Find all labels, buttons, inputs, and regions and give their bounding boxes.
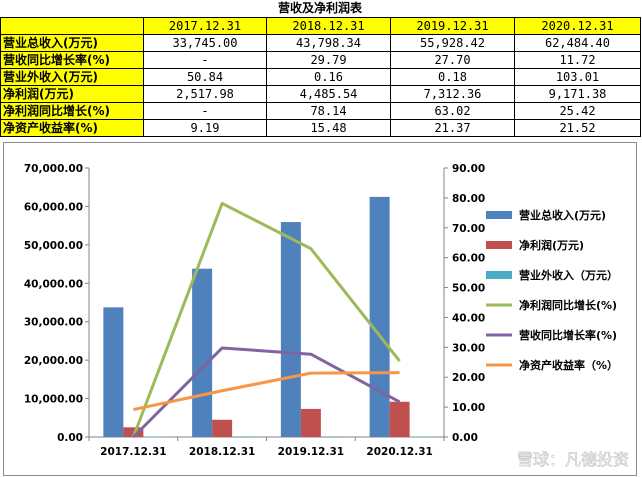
bar-1 <box>300 408 321 437</box>
row-label: 净利润(万元) <box>0 85 144 103</box>
left-axis-tick-label: 40,000.00 <box>24 278 83 290</box>
legend-label: 净利润(万元) <box>519 238 584 252</box>
right-axis-tick-label: 0.00 <box>452 432 478 444</box>
legend-label: 营业外收入（万元） <box>519 268 618 282</box>
table-cell: 62,484.40 <box>514 34 641 52</box>
bar-1 <box>123 427 144 437</box>
left-axis-tick-label: 10,000.00 <box>24 394 83 406</box>
column-header: 2020.12.31 <box>514 17 641 35</box>
left-axis-tick-label: 60,000.00 <box>24 201 83 213</box>
left-axis-tick-label: 0.00 <box>57 432 83 444</box>
legend-label: 营业总收入(万元) <box>519 208 606 222</box>
left-axis-tick-label: 20,000.00 <box>24 355 83 367</box>
line-series-0 <box>131 201 401 438</box>
table-cell: 50.84 <box>143 68 267 86</box>
table-header-row: 2017.12.31 2018.12.31 2019.12.31 2020.12… <box>0 17 641 35</box>
table-row: 营收同比增长率(%) - 29.79 27.70 11.72 <box>0 51 641 69</box>
right-axis-tick-label: 20.00 <box>452 372 485 384</box>
right-axis-tick-label: 10.00 <box>452 402 485 414</box>
table-cell: 21.37 <box>390 119 515 137</box>
table-row: 营业总收入(万元) 33,745.00 43,798.34 55,928.42 … <box>0 34 641 52</box>
row-label: 净利润同比增长(%) <box>0 102 144 120</box>
right-axis-tick-label: 40.00 <box>452 312 485 324</box>
chart-canvas: 0.00 10,000.00 20,000.00 30,000.00 40,000.00… <box>24 163 629 469</box>
table-corner-cell <box>0 17 144 35</box>
watermark-text: 雪球：凡德投资 <box>517 450 629 469</box>
table-cell: 43,798.34 <box>266 34 391 52</box>
table-cell: 27.70 <box>390 51 515 69</box>
legend-label: 净利润同比增长(%) <box>519 298 617 312</box>
bar-1 <box>212 419 233 437</box>
legend-swatch <box>486 241 512 249</box>
x-axis-tick-label: 2020.12.31 <box>366 446 432 458</box>
x-axis-tick-label: 2017.12.31 <box>100 446 166 458</box>
table-cell: 9,171.38 <box>514 85 641 103</box>
x-axis-tick-label: 2018.12.31 <box>189 446 255 458</box>
table-cell: 21.52 <box>514 119 641 137</box>
column-header: 2018.12.31 <box>266 17 391 35</box>
table-cell: 33,745.00 <box>143 34 267 52</box>
legend-label: 净资产收益率（%） <box>519 358 618 372</box>
x-axis-tick-label: 2019.12.31 <box>278 446 344 458</box>
left-axis-tick-label: 50,000.00 <box>24 240 83 252</box>
right-axis-tick-label: 30.00 <box>452 342 485 354</box>
right-axis-tick-label: 50.00 <box>452 283 485 295</box>
right-axis-tick-label: 80.00 <box>452 193 485 205</box>
row-label: 净资产收益率(%) <box>0 119 144 137</box>
legend-swatch <box>486 271 512 279</box>
table-cell: - <box>143 102 267 120</box>
table-cell: 63.02 <box>390 102 515 120</box>
column-header: 2019.12.31 <box>390 17 515 35</box>
column-header: 2017.12.31 <box>143 17 267 35</box>
left-axis-tick-label: 70,000.00 <box>24 163 83 175</box>
table-cell: 11.72 <box>514 51 641 69</box>
table-cell: 103.01 <box>514 68 641 86</box>
table-cell: 4,485.54 <box>266 85 391 103</box>
table-title: 营收及净利润表 <box>277 1 362 15</box>
table-cell: 15.48 <box>266 119 391 137</box>
bar-0 <box>192 268 213 437</box>
right-axis-tick-label: 60.00 <box>452 253 485 265</box>
table-cell: - <box>143 51 267 69</box>
legend-label: 营收同比增长率(%) <box>519 328 617 342</box>
bar-2 <box>232 436 253 438</box>
table-cell: 0.16 <box>266 68 391 86</box>
combo-chart: 0.00 10,000.00 20,000.00 30,000.00 40,000.00… <box>3 142 637 476</box>
bar-2 <box>320 436 341 438</box>
bar-2 <box>143 436 164 438</box>
table-cell: 7,312.36 <box>390 85 515 103</box>
table-cell: 25.42 <box>514 102 641 120</box>
table-cell: 55,928.42 <box>390 34 515 52</box>
row-label: 营业外收入(万元) <box>0 68 144 86</box>
table-cell: 29.79 <box>266 51 391 69</box>
table-row: 净利润同比增长(%) - 78.14 63.02 25.42 <box>0 102 641 120</box>
table-row: 净资产收益率(%) 9.19 15.48 21.37 21.52 <box>0 119 641 137</box>
financial-table-section: 营收及净利润表 2017.12.31 2018.12.31 2019.12.31… <box>0 0 641 137</box>
bar-0 <box>103 307 124 437</box>
table-cell: 2,517.98 <box>143 85 267 103</box>
table-cell: 9.19 <box>143 119 267 137</box>
left-axis-tick-label: 30,000.00 <box>24 317 83 329</box>
bar-0 <box>280 222 301 437</box>
bar-1 <box>389 401 410 437</box>
table-row: 营业外收入(万元) 50.84 0.16 0.18 103.01 <box>0 68 641 86</box>
right-axis-tick-label: 70.00 <box>452 223 485 235</box>
bar-0 <box>369 196 390 437</box>
row-label: 营收同比增长率(%) <box>0 51 144 69</box>
financial-table: 2017.12.31 2018.12.31 2019.12.31 2020.12… <box>0 17 641 137</box>
bar-2 <box>409 436 430 438</box>
right-axis-tick-label: 90.00 <box>452 163 485 175</box>
table-cell: 78.14 <box>266 102 391 120</box>
row-label: 营业总收入(万元) <box>0 34 144 52</box>
line-series-2 <box>133 371 400 411</box>
table-cell: 0.18 <box>390 68 515 86</box>
table-row: 净利润(万元) 2,517.98 4,485.54 7,312.36 9,171… <box>0 85 641 103</box>
line-series-1 <box>132 346 401 439</box>
legend-swatch <box>486 211 512 219</box>
